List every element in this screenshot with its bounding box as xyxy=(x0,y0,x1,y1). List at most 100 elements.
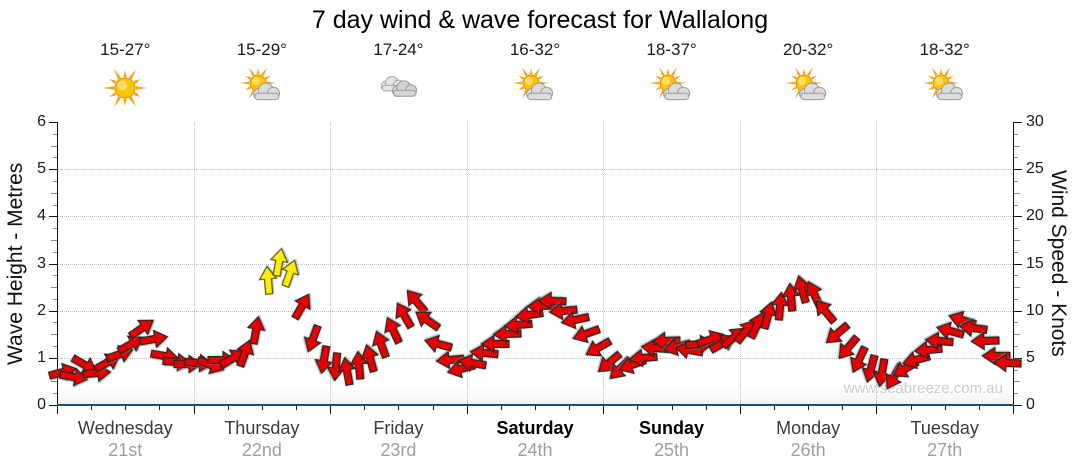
axis-tick xyxy=(53,228,57,230)
axis-tick xyxy=(227,406,229,410)
wind-arrow xyxy=(969,330,1000,351)
plot-bottom-shade xyxy=(57,387,1013,405)
day-column: 16-32° xyxy=(467,40,604,117)
axis-tick xyxy=(53,275,57,277)
partly-cloudy-icon xyxy=(603,64,740,117)
wind-arrow xyxy=(312,343,337,376)
axis-tick xyxy=(1014,228,1018,230)
wind-tick-label: 20 xyxy=(1026,207,1044,225)
day-name-label: Tuesday xyxy=(910,418,979,438)
day-date-label: 21st xyxy=(108,440,143,460)
axis-tick xyxy=(51,239,57,241)
wind-arrow xyxy=(230,336,259,371)
wind-tick-label: 5 xyxy=(1026,348,1035,366)
axis-tick xyxy=(53,251,57,253)
wave-tick-label: 3 xyxy=(37,254,46,272)
v-gridline xyxy=(739,122,741,405)
wind-tick-label: 0 xyxy=(1026,396,1035,413)
v-gridline xyxy=(603,122,605,405)
wind-arrow xyxy=(244,313,269,346)
axis-tick xyxy=(57,406,58,414)
wind-arrow xyxy=(367,326,396,361)
v-gridline xyxy=(466,122,468,405)
day-temp-range: 15-29° xyxy=(236,40,287,59)
wind-arrow xyxy=(421,330,455,357)
cloudy-icon xyxy=(330,64,467,117)
axis-tick xyxy=(51,287,57,289)
wind-tick-label: 10 xyxy=(1026,301,1044,319)
axis-tick xyxy=(159,406,161,410)
axis-tick xyxy=(1014,298,1018,300)
axis-tick xyxy=(49,405,57,406)
day-name-label: Wednesday xyxy=(77,418,173,438)
axis-tick xyxy=(944,406,946,410)
axis-tick xyxy=(125,406,127,410)
axis-tick xyxy=(1014,393,1018,395)
day-name-label: Thursday xyxy=(224,418,300,438)
wind-arrow xyxy=(981,346,1011,366)
wave-tick-label: 2 xyxy=(37,301,46,319)
day-column: 18-37° xyxy=(603,40,740,117)
wind-arrow xyxy=(299,321,328,356)
wind-arrow xyxy=(266,245,291,278)
axis-tick xyxy=(876,406,878,414)
axis-tick xyxy=(1014,369,1018,371)
day-column: 15-29° xyxy=(194,40,331,117)
axis-tick xyxy=(1014,169,1022,171)
axis-tick xyxy=(53,133,57,135)
watermark: www.seabreeze.com.au xyxy=(843,380,1003,397)
wind-arrow xyxy=(672,338,705,363)
axis-tick xyxy=(500,406,502,410)
axis-tick xyxy=(1014,287,1020,289)
axis-tick xyxy=(739,406,741,414)
axis-tick xyxy=(910,406,912,410)
axis-tick xyxy=(1014,346,1018,348)
wind-arrow xyxy=(558,307,592,333)
day-date-label: 22nd xyxy=(241,440,282,460)
axis-tick xyxy=(1014,381,1020,383)
axis-tick xyxy=(671,406,673,410)
axis-tick xyxy=(193,406,195,414)
axis-tick xyxy=(432,406,434,410)
h-gridline xyxy=(57,263,1013,265)
day-name-label: Friday xyxy=(373,418,424,438)
wind-arrow xyxy=(768,290,791,322)
axis-tick xyxy=(53,298,57,300)
axis-tick xyxy=(1014,216,1022,218)
axis-tick xyxy=(1014,133,1018,135)
axis-tick xyxy=(774,406,775,410)
v-gridline xyxy=(193,122,195,405)
wind-arrow xyxy=(844,342,875,378)
axis-tick xyxy=(398,406,400,410)
axis-tick xyxy=(705,406,707,410)
axis-tick xyxy=(51,381,57,383)
wind-arrow xyxy=(398,283,433,319)
wind-arrow xyxy=(480,334,510,354)
axis-tick xyxy=(91,406,93,410)
h-gridline xyxy=(57,357,1013,359)
axis-tick xyxy=(1014,145,1020,147)
wind-arrow xyxy=(137,327,170,352)
day-name-label: Saturday xyxy=(496,418,574,438)
axis-tick xyxy=(1014,192,1020,194)
axis-tick xyxy=(51,145,57,147)
day-temp-range: 16-32° xyxy=(509,40,561,59)
axis-tick xyxy=(53,204,57,206)
wave-tick-label: 6 xyxy=(37,113,46,130)
bottom-axis-line xyxy=(57,404,1014,406)
wave-tick-label: 0 xyxy=(37,396,46,413)
axis-tick xyxy=(330,406,332,414)
day-temp-range: 20-32° xyxy=(782,40,834,59)
axis-tick xyxy=(466,406,468,414)
axis-tick xyxy=(53,180,57,182)
wind-arrow xyxy=(933,318,967,345)
wind-tick-label: 25 xyxy=(1026,160,1044,178)
axis-tick xyxy=(1014,334,1020,336)
axis-tick xyxy=(1014,357,1022,359)
day-temp-range: 15-27° xyxy=(100,40,151,59)
axis-tick xyxy=(1014,204,1018,206)
axis-tick xyxy=(53,346,57,348)
partly-cloudy-icon xyxy=(876,64,1013,117)
wind-arrow xyxy=(755,298,782,332)
page-title: 7 day wind & wave forecast for Wallalong xyxy=(311,6,769,34)
